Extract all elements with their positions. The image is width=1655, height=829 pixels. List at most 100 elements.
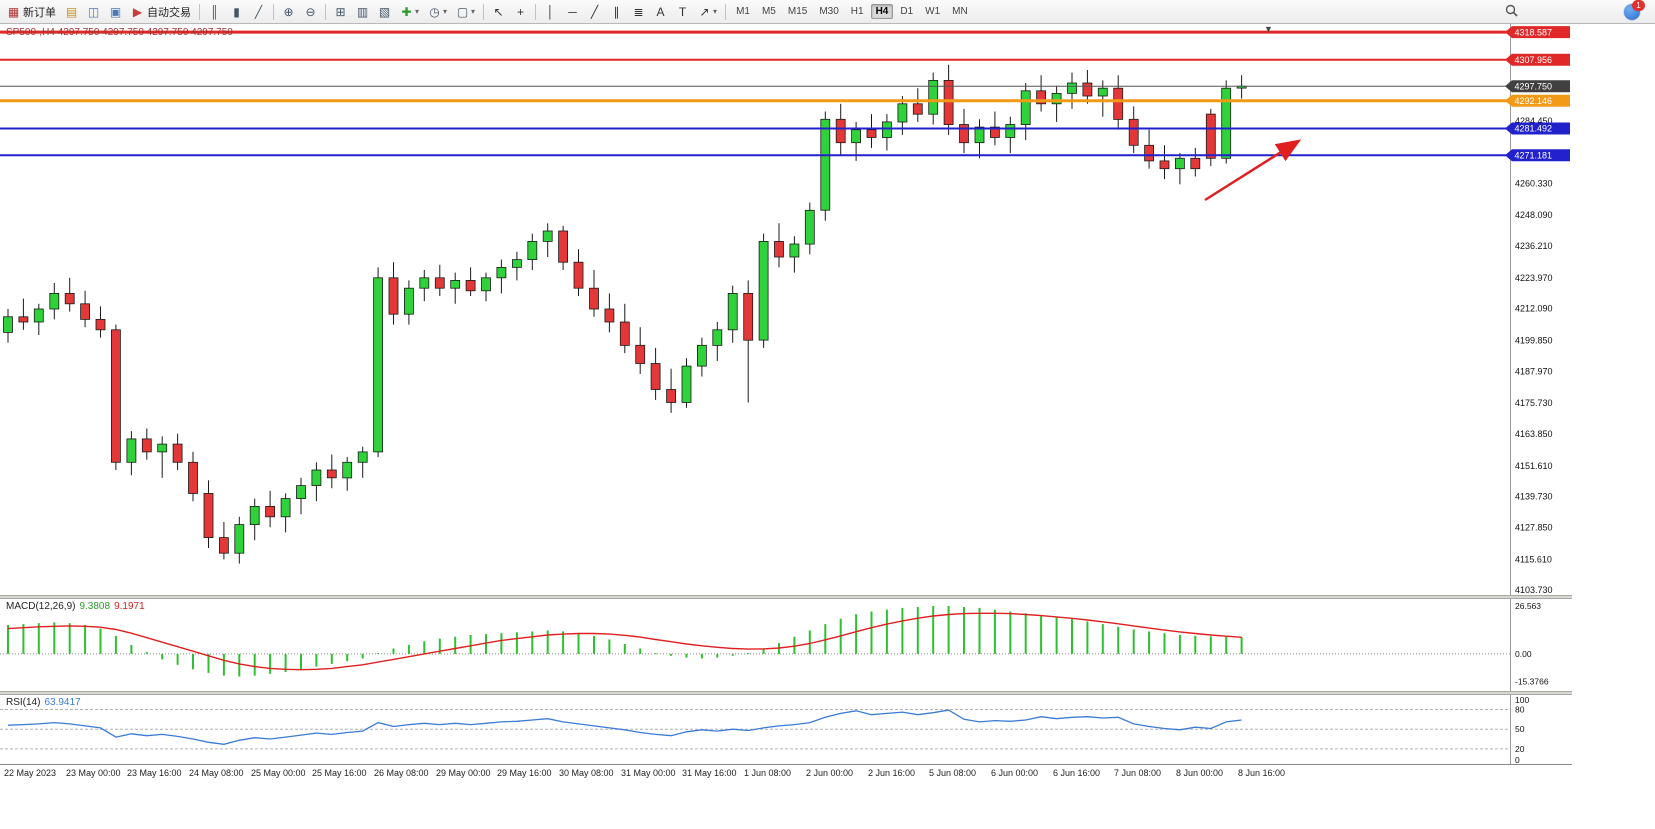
price-badge xyxy=(1505,26,1570,39)
macd-panel: 26.563 0.00 -15.3766 MACD(12,26,9) 9.3808 9.… xyxy=(0,599,1572,691)
candle xyxy=(49,292,60,310)
profiles-icon-glyph: ▤ xyxy=(65,4,78,19)
candle xyxy=(280,498,291,518)
panel-splitter[interactable] xyxy=(0,691,1572,695)
price-tick-label: 4199.850 xyxy=(1515,336,1553,346)
dropdown-caret-icon: ▾ xyxy=(713,7,718,16)
zoom-out-icon-glyph: ⊖ xyxy=(305,4,316,19)
text-icon[interactable]: A xyxy=(650,1,671,22)
price-scale[interactable] xyxy=(1510,24,1572,595)
candle xyxy=(866,129,877,138)
candle xyxy=(835,118,846,144)
search-button[interactable] xyxy=(1501,1,1522,22)
candle xyxy=(157,443,168,453)
candle xyxy=(604,308,615,323)
timeframe-h1[interactable]: H1 xyxy=(850,6,864,17)
price-badge xyxy=(1505,149,1570,162)
candle xyxy=(804,209,815,245)
timeframe-d1[interactable]: D1 xyxy=(900,6,914,17)
crosshair-icon-glyph: + xyxy=(517,4,525,19)
time-axis[interactable]: 22 May 2023 23 May 00:00 23 May 16:00 24 Ma… xyxy=(0,764,1572,782)
fibonacci-icon[interactable]: ≣ xyxy=(628,1,649,22)
timeframe-m30[interactable]: M30 xyxy=(819,6,839,17)
new-order-button[interactable]: ▦ 新订单 xyxy=(3,1,60,22)
horizontal-line-icon[interactable]: ─ xyxy=(562,1,583,22)
cursor-icon-glyph: ↖ xyxy=(493,4,504,19)
candle xyxy=(3,316,13,333)
macd-signal-line xyxy=(7,612,1242,671)
windows-icon[interactable]: ▣ xyxy=(105,1,126,22)
profiles-icon[interactable]: ▤ xyxy=(61,1,82,22)
zoom-in-icon[interactable]: ⊕ xyxy=(278,1,299,22)
toolbar-separator xyxy=(535,3,537,20)
candlestick-chart-icon[interactable]: ▮ xyxy=(226,1,247,22)
toolbar-separator xyxy=(725,3,727,20)
new-chart-icon[interactable]: ◫ xyxy=(83,1,104,22)
candle xyxy=(1113,87,1124,120)
price-tick-label: 4103.730 xyxy=(1515,585,1553,595)
timeframe-w1[interactable]: W1 xyxy=(925,6,941,17)
dropdown-caret-icon: ▾ xyxy=(471,7,476,16)
candle xyxy=(650,363,661,390)
candle xyxy=(18,316,29,323)
bars-chart-icon[interactable]: ║ xyxy=(204,1,225,22)
toolbar-separator xyxy=(199,3,200,20)
trendline-icon[interactable]: ╱ xyxy=(584,1,605,22)
timeframe-m5[interactable]: M5 xyxy=(761,6,776,17)
zoom-out-icon[interactable]: ⊖ xyxy=(300,1,321,22)
timeframe-h4[interactable]: H4 xyxy=(870,4,894,19)
tile-windows-icon[interactable]: ⊞ xyxy=(330,1,351,22)
candle xyxy=(450,279,461,289)
panel-splitter[interactable] xyxy=(0,595,1572,599)
line-chart-icon[interactable]: ╱ xyxy=(248,1,269,22)
toolbar-button-group: ▦ 新订单 ▤ ◫ ▣ ▶ 自动交易 ║ ▮ ╱ ⊕ ⊖ ⊞ ▥ ▧ ✚ ▾ ◷ ▾ ▢ ▾ ↖ + │ ─ ╱ ∥ ≣ A T ↗ ▾ xyxy=(3,1,729,22)
macd-indicator-chart[interactable]: 26.563 0.00 -15.3766 xyxy=(0,599,1572,691)
timeframe-mn[interactable]: MN xyxy=(952,6,968,17)
windows-icon-glyph: ▣ xyxy=(109,4,122,19)
candle xyxy=(188,461,198,494)
candle xyxy=(542,230,553,242)
candle xyxy=(357,451,368,463)
toolbar-right-group: 1 xyxy=(1501,0,1652,22)
price-badge xyxy=(1505,122,1570,135)
candle xyxy=(388,277,399,315)
timeframe-m1[interactable]: M1 xyxy=(736,6,750,17)
time-axis-label: 1 Jun 08:00 xyxy=(744,768,792,778)
crosshair-icon[interactable]: + xyxy=(510,1,531,22)
candle xyxy=(619,321,630,346)
autotrading-button[interactable]: ▶ 自动交易 xyxy=(127,1,195,22)
cursor-icon[interactable]: ↖ xyxy=(488,1,509,22)
vertical-line-icon[interactable]: │ xyxy=(540,1,561,22)
timeframe-m15[interactable]: M15 xyxy=(787,6,808,17)
rsi-tick-label: 0 xyxy=(1515,755,1520,764)
price-tick-label: 4187.970 xyxy=(1515,366,1553,376)
candlestick-chart[interactable]: 4284.450 4260.330 4248.090 4236.210 4223.970… xyxy=(0,24,1572,595)
periods-button[interactable]: ◷ ▾ xyxy=(424,1,451,22)
time-axis-label: 23 May 16:00 xyxy=(127,768,182,778)
trend-arrow-annotation[interactable] xyxy=(1204,139,1302,202)
candle xyxy=(296,485,306,500)
zoom-in-icon-glyph: ⊕ xyxy=(283,4,294,19)
arrange-windows-icon-glyph: ▥ xyxy=(356,4,369,19)
templates-button[interactable]: ▢ ▾ xyxy=(452,1,479,22)
label-icon[interactable]: T xyxy=(672,1,693,22)
channel-icon[interactable]: ∥ xyxy=(606,1,627,22)
rsi-tick-label: 100 xyxy=(1515,695,1529,705)
cycle-windows-icon[interactable]: ▧ xyxy=(374,1,395,22)
indicators-button[interactable]: ✚ ▾ xyxy=(396,1,423,22)
notifications-indicator[interactable]: 1 xyxy=(1624,0,1645,20)
text-icon-glyph: A xyxy=(656,4,665,19)
candle xyxy=(1082,82,1093,97)
shapes-button[interactable]: ↗ ▾ xyxy=(694,1,721,22)
candle xyxy=(419,277,430,289)
price-tick-label: 4163.850 xyxy=(1515,429,1553,439)
rsi-scale[interactable] xyxy=(1510,695,1572,764)
toolbar-separator xyxy=(273,3,274,20)
candle xyxy=(249,505,260,525)
macd-scale[interactable] xyxy=(1510,599,1572,691)
candle xyxy=(1020,90,1031,126)
candle xyxy=(558,230,568,263)
arrange-windows-icon[interactable]: ▥ xyxy=(352,1,373,22)
candle xyxy=(141,438,152,453)
